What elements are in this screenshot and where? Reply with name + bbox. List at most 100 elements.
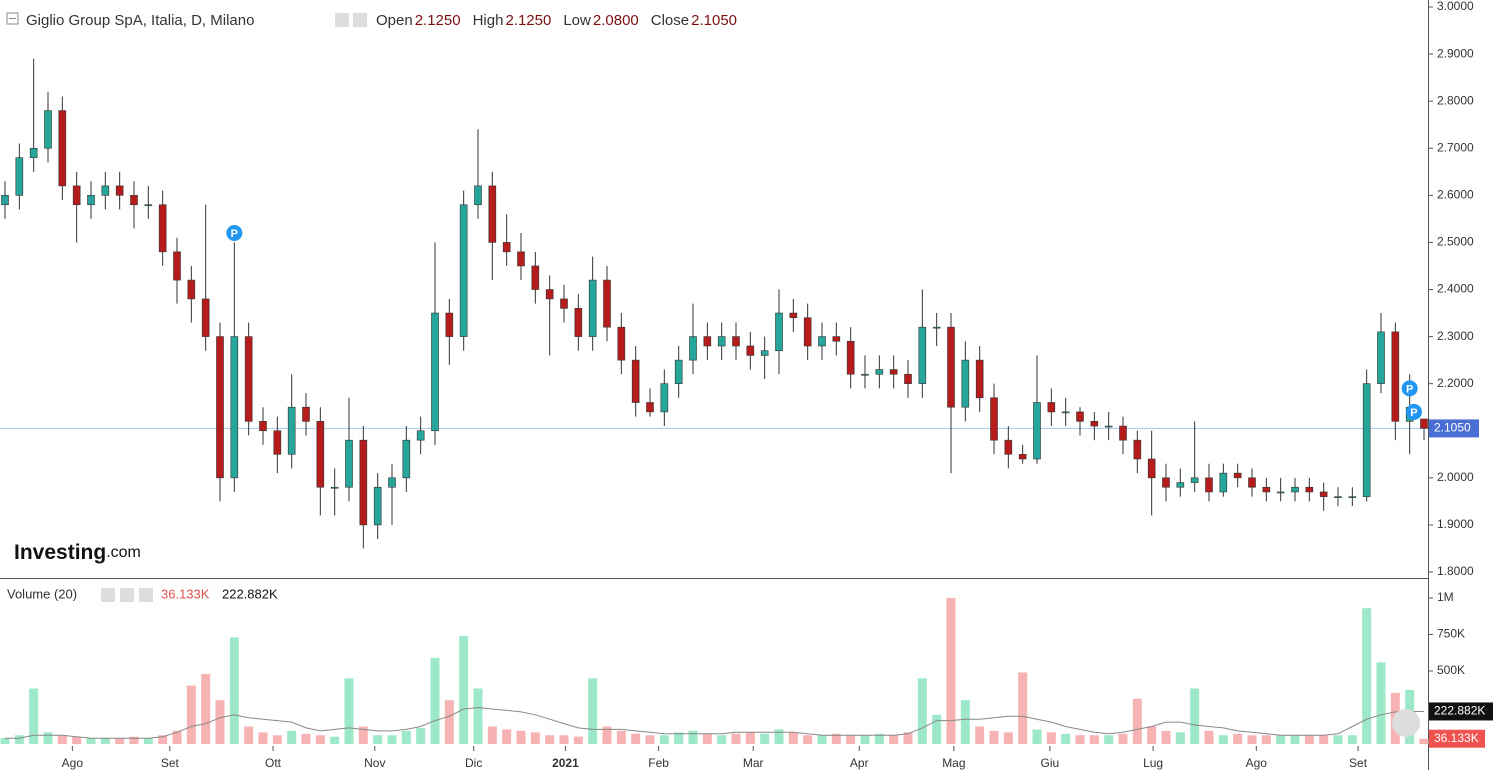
volume-gear-icon[interactable] [120,588,134,602]
x-tick-label: Giu [1041,756,1060,770]
candle-body [373,486,382,526]
candle-body [1262,486,1271,493]
candle-body [1018,453,1027,460]
candle-body [115,185,124,196]
y-tick-label: 2.6000 [1437,188,1474,202]
volume-bar [459,635,469,744]
y-tick-label: 2.7000 [1437,140,1474,154]
scroll-button[interactable] [1392,709,1420,737]
candle-body [889,369,898,375]
chart-title: Giglio Group SpA, Italia, D, Milano [26,12,254,29]
candle-body [1233,472,1242,479]
candle-body [459,204,468,337]
volume-bar [516,730,526,744]
candle-body [402,439,411,479]
volume-bar [760,733,770,744]
candle-body [1362,383,1371,497]
candle-body [1420,418,1428,429]
candle-body [789,312,798,319]
candle-body [1119,425,1127,441]
collapse-icon[interactable] [6,12,19,25]
candle-body [1133,439,1142,460]
candle-body [646,402,654,413]
volume-bar [1118,733,1128,744]
candle-body [918,326,927,384]
candle-body [158,204,167,253]
candle-body [101,185,110,196]
y-tick-label: 2.5000 [1437,235,1474,249]
volume-bar [229,637,239,744]
volume-bar [344,678,354,744]
x-tick-label: Feb [648,756,669,770]
candle-body [803,317,812,347]
candle-body [588,279,597,337]
event-marker-label: P [231,228,238,240]
gear-icon[interactable] [353,13,367,27]
volume-bar [975,726,985,744]
candle-body [187,279,196,300]
candle-body [1,195,9,206]
y-tick-label: 2.4000 [1437,282,1474,296]
ohlc-name: High [473,12,504,29]
volume-title: Volume (20) [7,586,77,601]
volume-bar [14,735,24,744]
y-tick-label: 1.8000 [1437,564,1474,578]
volume-close-icon[interactable] [139,588,153,602]
ohlc-value: 2.1250 [505,12,551,29]
candle-body [1248,477,1256,488]
candle-body [932,326,941,329]
candle-body [990,397,998,441]
volume-bar [659,735,669,744]
volume-bar [1175,732,1185,744]
candle-body [1219,472,1228,493]
volume-bar [1419,738,1429,744]
candle-body [445,312,454,337]
event-marker [1401,380,1418,397]
x-tick-label: Ott [265,756,282,770]
x-tick-label: Apr [850,756,869,770]
candle-body [345,439,353,488]
volume-bar [416,727,426,744]
candle-body [259,421,267,432]
volume-bar [1304,735,1314,744]
y-tick-label: 2.2000 [1437,376,1474,390]
volume-bar [287,730,297,744]
event-marker [1405,403,1422,420]
candle-body [717,336,726,347]
volume-tag [1429,729,1485,748]
candle-body [760,350,769,356]
settings-icon[interactable] [335,13,349,27]
volume-bar [1319,735,1329,744]
x-tick-label: Ago [1246,756,1268,770]
candle-body [1377,331,1385,384]
volume-bar [1018,672,1028,744]
volume-bar [545,735,555,744]
candle-body [58,110,67,187]
x-tick-label: Ago [62,756,84,770]
candle-body [1291,486,1299,493]
volume-bar [1061,733,1071,744]
candle-body [502,242,511,253]
candle-body [1004,439,1013,455]
volume-bar [358,726,368,744]
last-price-tag [1429,419,1479,438]
volume-bar [86,738,96,744]
candle-body [832,336,841,342]
volume-bar [917,678,927,744]
volume-bar [158,735,168,744]
volume-tick-label: 750K [1437,627,1465,641]
volume-bar [616,730,626,744]
volume-bar [874,733,884,744]
volume-bar [373,735,383,744]
volume-last: 36.133K [161,586,210,601]
candle-body [1348,496,1357,498]
volume-settings-icon[interactable] [101,588,115,602]
volume-bar [1261,735,1271,744]
candle-body [302,406,310,422]
event-marker-label: P [1406,383,1413,395]
volume-bar [72,736,82,744]
candle-body [1104,425,1113,428]
candle-body [1176,482,1185,488]
volume-bar [817,735,827,744]
